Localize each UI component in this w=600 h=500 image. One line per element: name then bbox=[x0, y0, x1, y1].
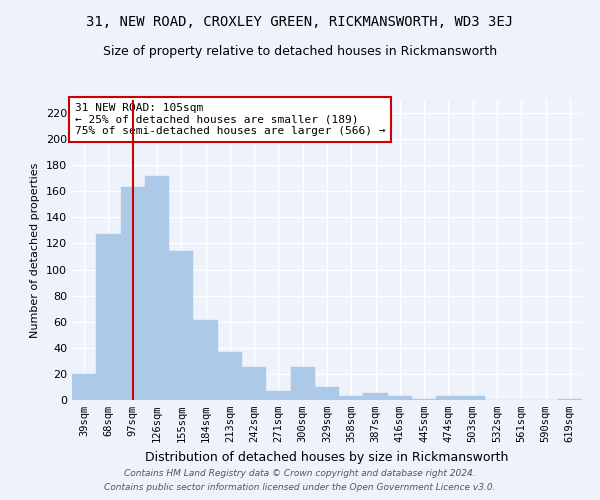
Bar bbox=[339, 396, 364, 400]
Y-axis label: Number of detached properties: Number of detached properties bbox=[31, 162, 40, 338]
Bar bbox=[412, 398, 436, 400]
Text: 31 NEW ROAD: 105sqm
← 25% of detached houses are smaller (189)
75% of semi-detac: 31 NEW ROAD: 105sqm ← 25% of detached ho… bbox=[74, 103, 385, 136]
Bar bbox=[364, 394, 388, 400]
X-axis label: Distribution of detached houses by size in Rickmansworth: Distribution of detached houses by size … bbox=[145, 450, 509, 464]
Bar bbox=[121, 188, 145, 400]
Text: Size of property relative to detached houses in Rickmansworth: Size of property relative to detached ho… bbox=[103, 45, 497, 58]
Text: Contains public sector information licensed under the Open Government Licence v3: Contains public sector information licen… bbox=[104, 484, 496, 492]
Bar bbox=[558, 398, 582, 400]
Text: 31, NEW ROAD, CROXLEY GREEN, RICKMANSWORTH, WD3 3EJ: 31, NEW ROAD, CROXLEY GREEN, RICKMANSWOR… bbox=[86, 15, 514, 29]
Text: Contains HM Land Registry data © Crown copyright and database right 2024.: Contains HM Land Registry data © Crown c… bbox=[124, 468, 476, 477]
Bar bbox=[193, 320, 218, 400]
Bar bbox=[218, 352, 242, 400]
Bar bbox=[315, 387, 339, 400]
Bar bbox=[266, 391, 290, 400]
Bar bbox=[145, 176, 169, 400]
Bar bbox=[242, 368, 266, 400]
Bar bbox=[388, 396, 412, 400]
Bar bbox=[436, 396, 461, 400]
Bar bbox=[169, 252, 193, 400]
Bar bbox=[96, 234, 121, 400]
Bar bbox=[290, 368, 315, 400]
Bar bbox=[72, 374, 96, 400]
Bar bbox=[461, 396, 485, 400]
